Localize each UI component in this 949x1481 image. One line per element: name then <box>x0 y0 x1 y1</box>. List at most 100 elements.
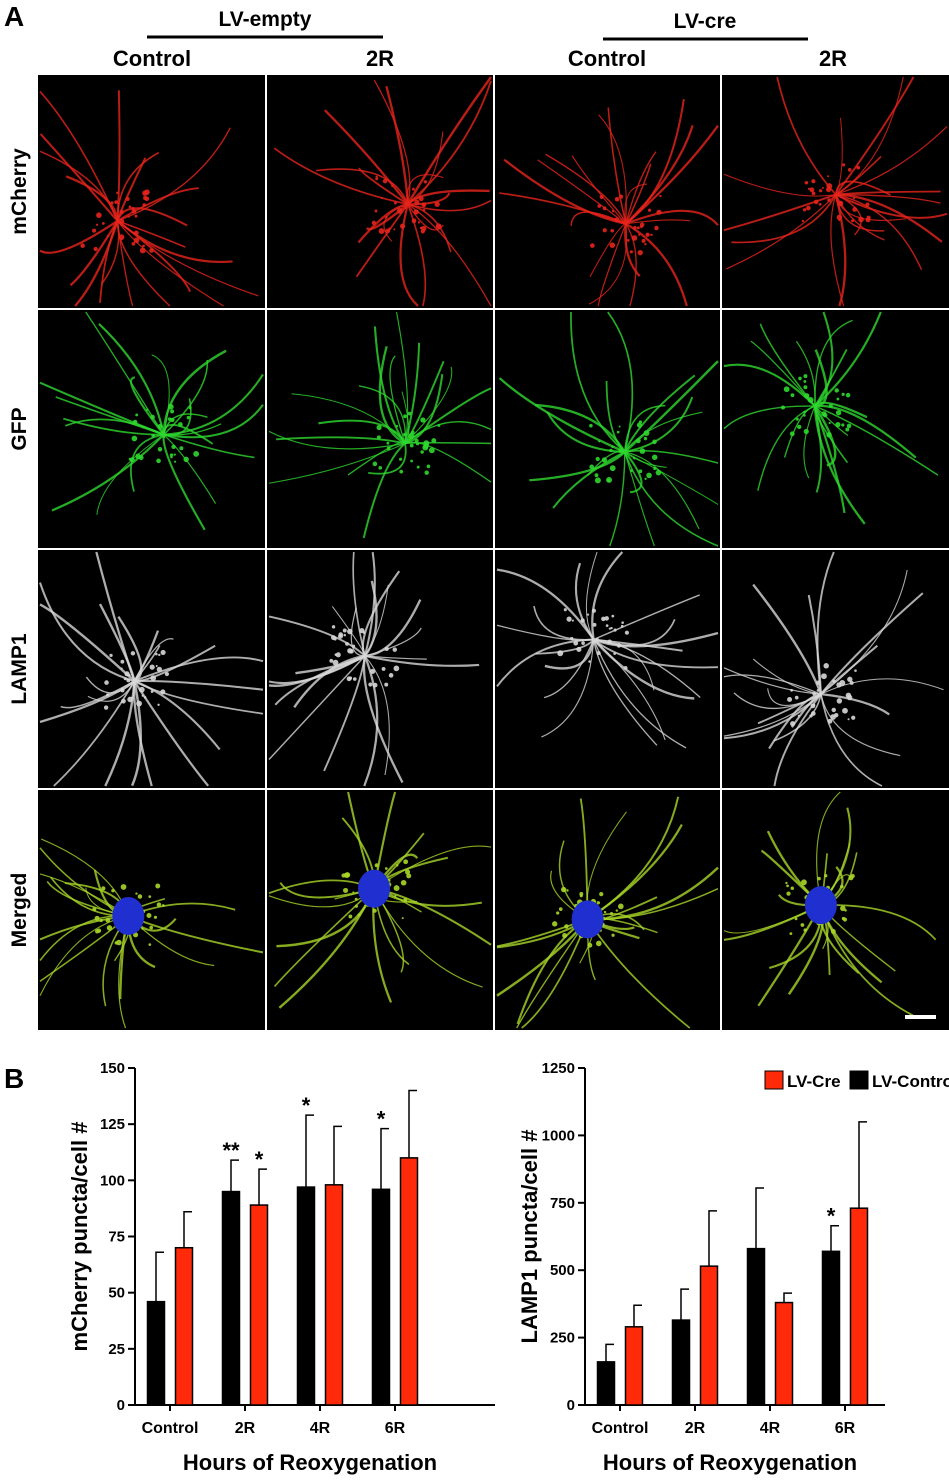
puncta <box>858 216 864 223</box>
puncta <box>647 208 652 212</box>
puncta <box>620 624 624 628</box>
puncta <box>338 632 343 637</box>
neurite <box>535 638 595 655</box>
bar <box>699 1265 719 1406</box>
neurite <box>378 346 406 445</box>
puncta <box>603 910 607 914</box>
group-title: LV-cre <box>674 10 737 33</box>
neurite <box>587 796 680 921</box>
micrograph <box>722 550 949 788</box>
error-bar <box>258 1168 267 1206</box>
x-tick-label: 2R <box>235 1420 256 1437</box>
neurite <box>51 433 165 512</box>
puncta <box>589 423 593 428</box>
puncta <box>106 234 109 238</box>
neurite <box>529 451 626 482</box>
puncta <box>616 430 620 434</box>
puncta <box>408 433 414 439</box>
error-bar <box>408 1089 417 1158</box>
puncta <box>842 917 848 922</box>
neurite <box>835 193 948 219</box>
puncta <box>137 894 143 899</box>
neurite <box>373 79 411 205</box>
puncta <box>790 721 796 727</box>
puncta <box>405 869 411 875</box>
puncta <box>851 219 855 223</box>
legend-swatch <box>849 1070 869 1090</box>
puncta <box>589 464 595 470</box>
neurite <box>65 175 119 222</box>
puncta <box>588 660 591 663</box>
puncta <box>803 928 808 932</box>
puncta <box>156 458 161 464</box>
neurite <box>130 680 142 787</box>
puncta <box>618 448 623 453</box>
neurite <box>537 159 627 225</box>
puncta <box>594 473 599 478</box>
puncta <box>623 666 628 670</box>
puncta <box>422 444 429 451</box>
neurite <box>723 667 822 695</box>
puncta <box>836 698 843 704</box>
neurite <box>593 594 700 641</box>
neurite <box>725 194 837 270</box>
puncta <box>103 705 109 710</box>
puncta <box>121 698 126 704</box>
puncta <box>160 649 166 656</box>
puncta <box>618 425 621 428</box>
significance: * <box>827 1204 836 1229</box>
puncta <box>92 907 97 912</box>
x-tick-label: 6R <box>385 1420 406 1437</box>
puncta <box>382 178 388 184</box>
puncta <box>822 412 828 418</box>
puncta <box>783 386 790 393</box>
x-tick-label: 6R <box>835 1420 856 1437</box>
puncta <box>801 219 805 223</box>
puncta <box>615 909 619 912</box>
puncta <box>846 423 852 429</box>
column-label: Control <box>113 46 191 71</box>
puncta <box>348 914 353 919</box>
puncta <box>170 409 175 414</box>
puncta <box>141 927 144 930</box>
puncta <box>133 230 139 236</box>
x-tick-label: 4R <box>310 1420 331 1437</box>
puncta <box>798 376 802 381</box>
puncta <box>836 682 842 688</box>
puncta <box>831 707 836 713</box>
neurite <box>133 680 210 787</box>
puncta <box>654 225 659 231</box>
puncta <box>329 658 334 663</box>
puncta <box>631 235 638 241</box>
neurite <box>364 654 480 667</box>
neurite <box>407 192 451 206</box>
puncta <box>794 695 799 700</box>
neurite <box>85 676 135 694</box>
puncta <box>410 459 413 463</box>
puncta <box>380 196 384 200</box>
puncta <box>787 697 793 703</box>
puncta <box>613 652 617 655</box>
puncta <box>656 209 662 215</box>
puncta <box>847 168 852 172</box>
puncta <box>596 901 601 905</box>
puncta <box>158 653 161 657</box>
puncta <box>155 883 161 889</box>
puncta <box>802 208 807 212</box>
puncta <box>110 201 114 205</box>
puncta <box>170 455 173 459</box>
puncta <box>386 441 390 445</box>
puncta <box>847 718 850 721</box>
puncta <box>421 202 427 208</box>
y-tick-label: 150 <box>100 1060 125 1077</box>
puncta <box>838 219 841 222</box>
neurite <box>53 680 136 787</box>
neurite <box>814 404 917 459</box>
puncta <box>613 628 617 632</box>
puncta <box>609 242 616 248</box>
puncta <box>155 665 158 668</box>
puncta <box>376 435 381 440</box>
micrograph <box>495 310 720 548</box>
